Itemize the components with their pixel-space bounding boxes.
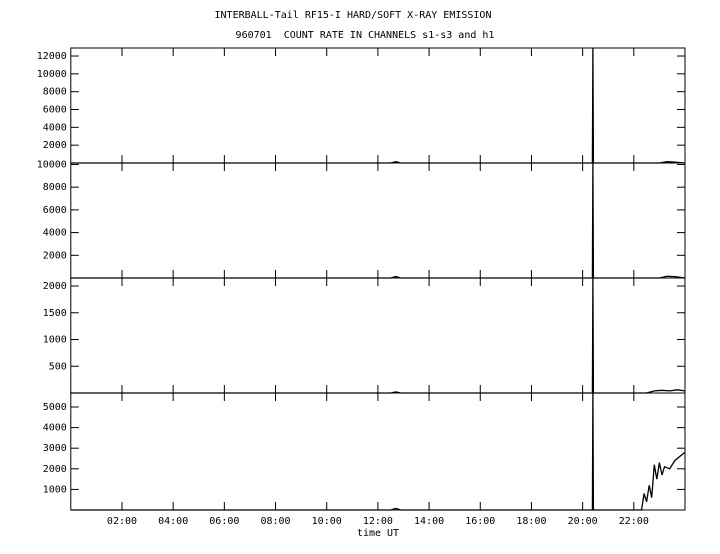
y-tick-label: 5000 — [43, 402, 67, 413]
y-tick-label: 2000 — [43, 250, 67, 261]
x-axis-label: time UT — [357, 528, 399, 539]
y-tick-label: 1500 — [43, 308, 67, 319]
y-tick-label: 2000 — [43, 464, 67, 475]
y-tick-label: 12000 — [37, 51, 67, 62]
y-tick-label: 6000 — [43, 205, 67, 216]
x-tick-label: 06:00 — [209, 516, 239, 527]
y-tick-label: 8000 — [43, 87, 67, 98]
y-tick-label: 2000 — [43, 140, 67, 151]
x-tick-label: 10:00 — [312, 516, 342, 527]
y-tick-label: 1000 — [43, 484, 67, 495]
x-tick-label: 16:00 — [465, 516, 495, 527]
x-tick-label: 18:00 — [516, 516, 546, 527]
x-tick-label: 22:00 — [619, 516, 649, 527]
y-tick-label: 1000 — [43, 335, 67, 346]
data-line — [70, 392, 686, 511]
y-tick-label: 8000 — [43, 182, 67, 193]
y-tick-label: 4000 — [43, 423, 67, 434]
x-tick-label: 02:00 — [107, 516, 137, 527]
y-tick-label: 10000 — [37, 159, 67, 170]
x-tick-label: 12:00 — [363, 516, 393, 527]
y-tick-label: 500 — [49, 361, 67, 372]
x-tick-label: 20:00 — [568, 516, 598, 527]
y-tick-label: 10000 — [37, 69, 67, 80]
data-line — [70, 162, 686, 279]
x-tick-label: 04:00 — [158, 516, 188, 527]
chart-subtitle: 960701 COUNT RATE IN CHANNELS s1-s3 and … — [236, 30, 495, 41]
y-tick-label: 6000 — [43, 105, 67, 116]
y-tick-label: 3000 — [43, 443, 67, 454]
y-tick-label: 2000 — [43, 281, 67, 292]
x-tick-label: 08:00 — [260, 516, 290, 527]
chart-title: INTERBALL-Tail RF15-I HARD/SOFT X-RAY EM… — [215, 10, 492, 21]
data-line — [70, 47, 686, 164]
x-tick-label: 14:00 — [414, 516, 444, 527]
y-tick-label: 4000 — [43, 228, 67, 239]
y-tick-label: 4000 — [43, 122, 67, 133]
